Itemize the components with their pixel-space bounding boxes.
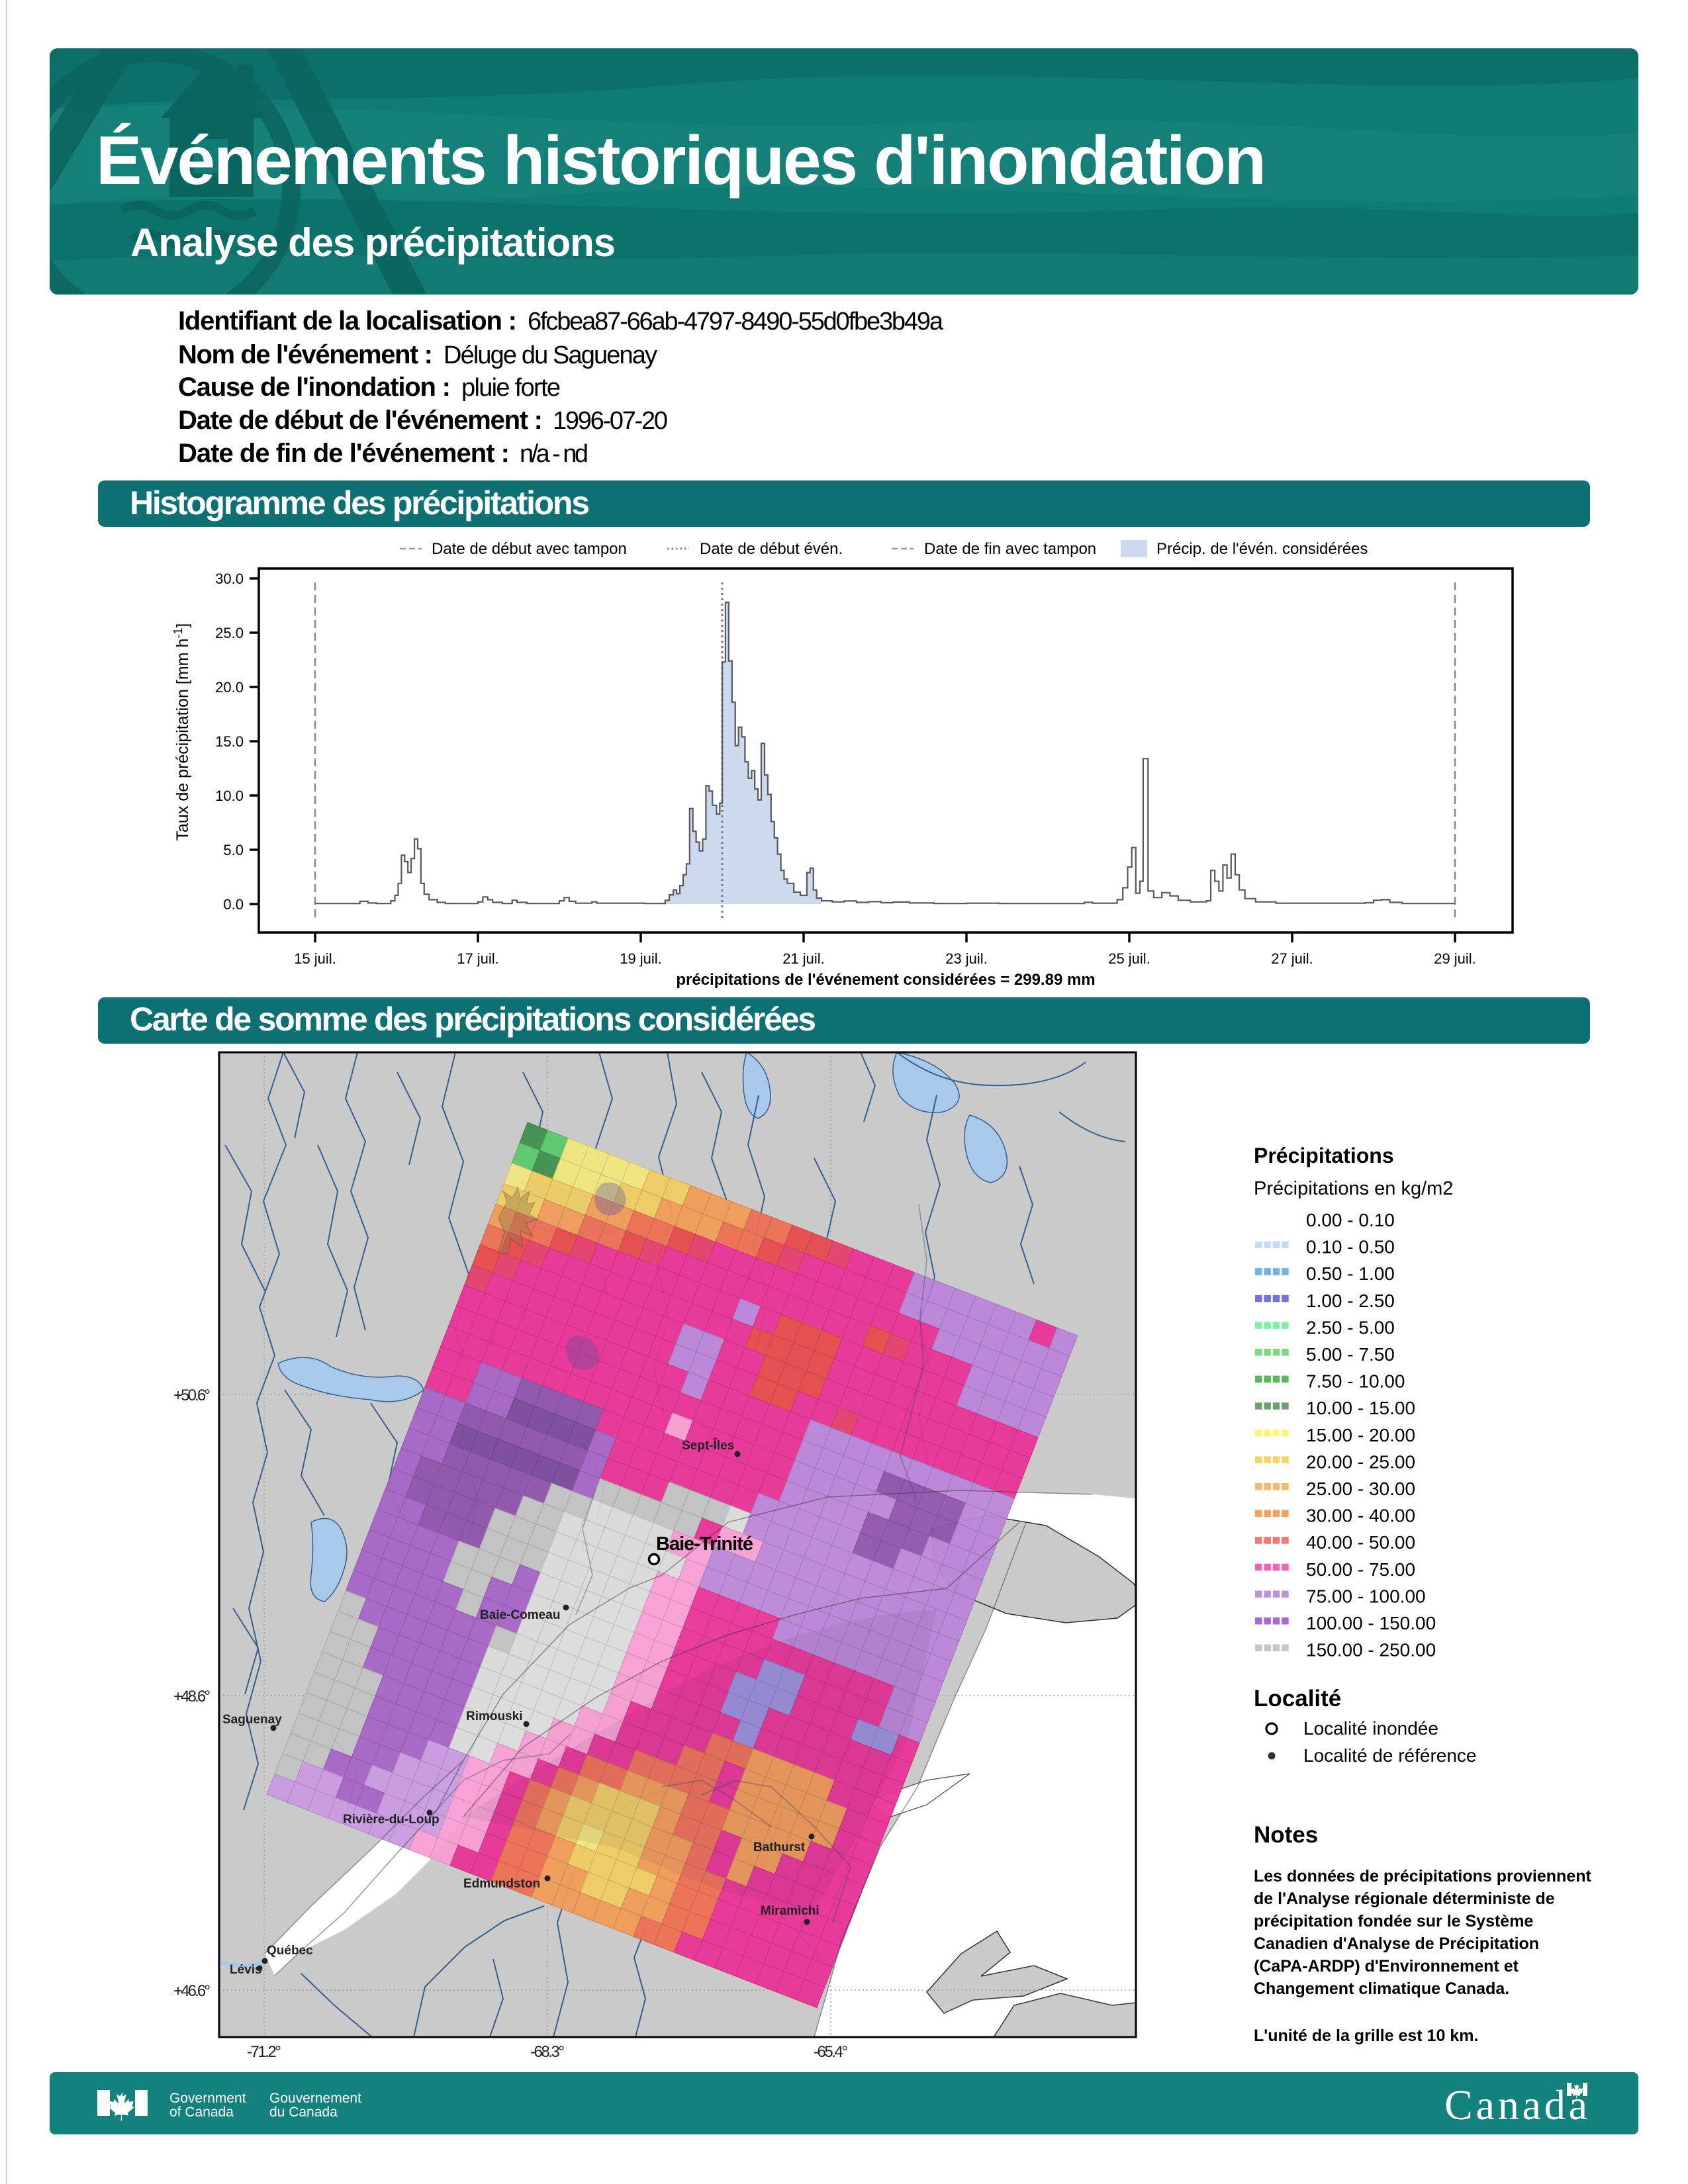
svg-text:25.00 - 30.00: 25.00 - 30.00 <box>1306 1479 1415 1499</box>
svg-text:21 juil.: 21 juil. <box>782 950 825 967</box>
svg-text:40.00 - 50.00: 40.00 - 50.00 <box>1306 1532 1415 1553</box>
svg-text:+46.6°: +46.6° <box>173 1982 211 2000</box>
svg-text:15.0: 15.0 <box>215 733 244 750</box>
svg-text:Analyse des précipitations: Analyse des précipitations <box>130 220 616 265</box>
svg-text:17 juil.: 17 juil. <box>457 950 499 967</box>
svg-text:Taux de précipitation [mm h-1]: Taux de précipitation [mm h-1] <box>171 623 192 841</box>
svg-text:10.00 - 15.00: 10.00 - 15.00 <box>1306 1398 1415 1418</box>
svg-text:Gouvernement: Gouvernement <box>269 2091 361 2106</box>
svg-text:29 juil.: 29 juil. <box>1434 950 1476 967</box>
svg-text:Edmundston: Edmundston <box>463 1877 540 1891</box>
svg-text:Date de début avec tampon: Date de début avec tampon <box>432 540 627 558</box>
svg-text:Rivière-du-Loup: Rivière-du-Loup <box>343 1813 440 1827</box>
svg-text:pluie forte: pluie forte <box>461 374 561 402</box>
svg-text:Identifiant de la localisation: Identifiant de la localisation : <box>178 306 517 336</box>
svg-text:Bathurst: Bathurst <box>753 1841 806 1854</box>
svg-text:1996-07-20: 1996-07-20 <box>553 407 668 435</box>
svg-text:23 juil.: 23 juil. <box>945 950 988 967</box>
svg-text:Carte de somme des précipitati: Carte de somme des précipitations consid… <box>130 1001 816 1038</box>
svg-text:6fcbea87-66ab-4797-8490-55d0fb: 6fcbea87-66ab-4797-8490-55d0fbe3b49a <box>528 308 944 336</box>
svg-text:Government: Government <box>169 2091 246 2106</box>
svg-text:Lévis: Lévis <box>230 1963 262 1977</box>
svg-text:précipitation fondée sur le Sy: précipitation fondée sur le Système <box>1254 1912 1533 1931</box>
svg-text:Précipitations: Précipitations <box>1254 1144 1394 1167</box>
svg-text:1.00 - 2.50: 1.00 - 2.50 <box>1306 1291 1395 1311</box>
svg-text:-71.2°: -71.2° <box>247 2043 281 2061</box>
svg-text:de l'Analyse régionale détermi: de l'Analyse régionale déterministe de <box>1254 1889 1555 1908</box>
svg-text:Baie-Trinité: Baie-Trinité <box>656 1533 753 1555</box>
svg-text:75.00 - 100.00: 75.00 - 100.00 <box>1306 1586 1426 1606</box>
svg-text:7.50 - 10.00: 7.50 - 10.00 <box>1306 1371 1405 1392</box>
svg-text:Sept-Îles: Sept-Îles <box>682 1438 734 1453</box>
svg-text:19 juil.: 19 juil. <box>620 950 662 967</box>
svg-text:2.50 - 5.00: 2.50 - 5.00 <box>1306 1317 1395 1338</box>
svg-text:150.00 - 250.00: 150.00 - 250.00 <box>1306 1640 1436 1661</box>
svg-text:100.00 - 150.00: 100.00 - 150.00 <box>1306 1613 1436 1633</box>
svg-text:-68.3°: -68.3° <box>530 2043 565 2061</box>
svg-text:50.00 - 75.00: 50.00 - 75.00 <box>1306 1559 1415 1580</box>
svg-text:20.0: 20.0 <box>215 679 244 696</box>
svg-text:of Canada: of Canada <box>169 2105 234 2120</box>
svg-text:0.10 - 0.50: 0.10 - 0.50 <box>1306 1237 1395 1257</box>
svg-text:Précipitations en kg/m2: Précipitations en kg/m2 <box>1254 1178 1453 1199</box>
svg-text:Nom de l'événement :: Nom de l'événement : <box>178 340 433 369</box>
svg-text:Rimouski: Rimouski <box>466 1709 523 1723</box>
svg-text:Date de début de l'événement :: Date de début de l'événement : <box>178 406 543 435</box>
svg-text:Localité: Localité <box>1254 1686 1341 1711</box>
svg-text:Localité de référence: Localité de référence <box>1303 1745 1477 1766</box>
svg-text:n/a - nd: n/a - nd <box>520 440 588 468</box>
svg-text:15 juil.: 15 juil. <box>294 950 336 967</box>
svg-text:25.0: 25.0 <box>215 625 244 641</box>
svg-text:Date de fin avec tampon: Date de fin avec tampon <box>924 540 1096 558</box>
svg-text:+50.6°: +50.6° <box>173 1387 211 1404</box>
svg-text:(CaPA-ARDP) d'Environnement et: (CaPA-ARDP) d'Environnement et <box>1254 1957 1519 1976</box>
svg-text:0.00 - 0.10: 0.00 - 0.10 <box>1306 1210 1395 1230</box>
svg-text:Localité inondée: Localité inondée <box>1303 1718 1438 1739</box>
svg-text:Baie-Comeau: Baie-Comeau <box>480 1608 560 1622</box>
svg-text:5.00 - 7.50: 5.00 - 7.50 <box>1306 1344 1395 1365</box>
svg-text:Les données de précipitations: Les données de précipitations proviennen… <box>1254 1867 1591 1886</box>
svg-text:Saguenay: Saguenay <box>222 1713 282 1727</box>
svg-text:du Canada: du Canada <box>269 2105 338 2120</box>
svg-text:L'unité de la grille est 10 km: L'unité de la grille est 10 km. <box>1254 2026 1478 2045</box>
svg-text:Déluge du Saguenay: Déluge du Saguenay <box>444 341 657 369</box>
svg-text:30.00 - 40.00: 30.00 - 40.00 <box>1306 1506 1415 1526</box>
svg-text:Canada: Canada <box>1444 2081 1587 2128</box>
svg-text:-65.4°: -65.4° <box>814 2043 848 2061</box>
svg-text:Événements historiques d'inond: Événements historiques d'inondation <box>96 122 1266 199</box>
svg-text:Changement climatique Canada.: Changement climatique Canada. <box>1254 1979 1509 1998</box>
svg-text:30.0: 30.0 <box>215 570 244 587</box>
svg-text:20.00 - 25.00: 20.00 - 25.00 <box>1306 1451 1415 1472</box>
svg-text:Cause de l'inondation :: Cause de l'inondation : <box>178 373 451 402</box>
svg-text:Précip. de l'évén. considérées: Précip. de l'évén. considérées <box>1156 540 1368 558</box>
svg-text:Miramichi: Miramichi <box>761 1904 820 1918</box>
svg-text:27 juil.: 27 juil. <box>1271 950 1313 967</box>
svg-text:Notes: Notes <box>1254 1822 1318 1848</box>
svg-text:+48.6°: +48.6° <box>173 1688 211 1706</box>
svg-text:10.0: 10.0 <box>215 788 244 804</box>
svg-text:5.0: 5.0 <box>223 842 244 858</box>
svg-text:0.50 - 1.00: 0.50 - 1.00 <box>1306 1263 1395 1284</box>
svg-text:Date de fin de l'événement :: Date de fin de l'événement : <box>178 439 510 468</box>
svg-text:15.00 - 20.00: 15.00 - 20.00 <box>1306 1425 1415 1445</box>
svg-text:25 juil.: 25 juil. <box>1108 950 1150 967</box>
svg-text:Canadien d'Analyse de Précipit: Canadien d'Analyse de Précipitation <box>1254 1934 1539 1953</box>
svg-text:0.0: 0.0 <box>223 896 244 913</box>
svg-text:Histogramme des précipitations: Histogramme des précipitations <box>130 484 590 522</box>
svg-text:précipitations de l'événement: précipitations de l'événement considérée… <box>676 971 1095 989</box>
svg-text:Québec: Québec <box>267 1944 313 1958</box>
svg-text:Date de début évén.: Date de début évén. <box>700 540 843 558</box>
